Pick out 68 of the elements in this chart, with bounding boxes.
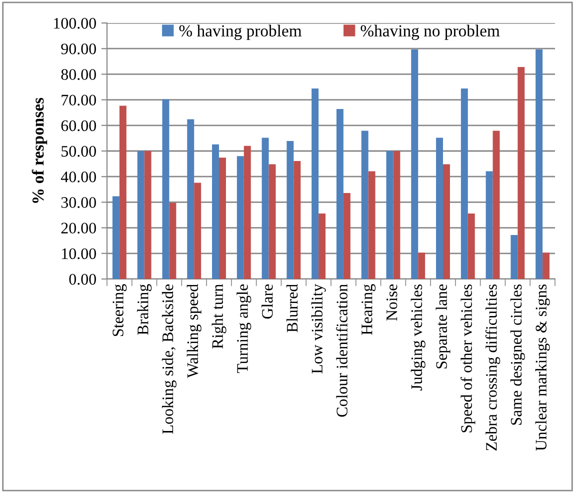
y-tick-label: 30.00: [61, 197, 96, 208]
legend-label: % having problem: [179, 24, 302, 40]
bar: [492, 130, 500, 279]
bar: [144, 151, 152, 279]
bar: [194, 182, 202, 279]
bar: [212, 144, 219, 279]
bar: [436, 138, 443, 279]
bar: [542, 252, 550, 279]
bar: [219, 158, 226, 279]
y-tick-label: 0.00: [69, 274, 96, 285]
bar: [286, 141, 294, 279]
bar: [443, 164, 450, 279]
bar: [411, 49, 418, 279]
bar: [262, 138, 269, 279]
x-tick-label: Noise: [386, 284, 398, 321]
x-tick-label: Looking side, Backside: [162, 284, 176, 434]
bar: [119, 106, 126, 279]
x-tick-label: Blurred: [286, 284, 298, 332]
bar: [468, 213, 475, 279]
x-tick-label: Speed of other vehicles: [460, 284, 476, 432]
bar: [312, 88, 319, 279]
x-tick-label: Glare: [262, 284, 273, 319]
bar: [162, 99, 170, 279]
x-tick-label: Separate lane: [436, 284, 450, 368]
bar: [518, 67, 525, 279]
x-tick-label: Same designed circles: [510, 284, 525, 425]
bar: [294, 160, 301, 279]
bar: [510, 234, 518, 279]
y-tick-label: 40.00: [60, 172, 96, 182]
bar: [486, 171, 493, 279]
bar: [361, 130, 368, 279]
x-tick-label: Right turn: [212, 284, 226, 349]
bar: [536, 49, 543, 279]
bar: [169, 202, 176, 279]
legend-label: %having no problem: [360, 24, 500, 40]
y-tick-label: 100.00: [54, 18, 96, 29]
bar: [236, 156, 244, 279]
y-tick-label: 70.00: [62, 94, 96, 106]
bar: [343, 192, 350, 279]
y-tick-label: 10.00: [62, 248, 96, 260]
y-tick-label: 90.00: [61, 44, 96, 54]
x-tick-label: Turning angle: [236, 284, 252, 374]
x-tick-label: Zebra crossing difficulties: [485, 284, 500, 450]
bar: [368, 171, 376, 279]
bar: [112, 196, 120, 279]
y-tick-label: 20.00: [61, 222, 96, 234]
bar: [268, 164, 276, 279]
x-tick-label: Judging vehicles: [410, 284, 426, 390]
x-tick-label: Steering: [112, 284, 127, 336]
x-tick-label: Unclear markings & signs: [535, 284, 550, 451]
y-tick-label: 60.00: [61, 120, 96, 132]
x-tick-label: Walking speed: [186, 284, 202, 378]
x-tick-label: Braking: [137, 284, 152, 335]
bar: [393, 151, 400, 279]
bar: [137, 151, 144, 279]
bar: [318, 213, 326, 279]
bar: [418, 252, 426, 279]
y-tick-label: 80.00: [61, 69, 96, 80]
x-tick-label: Low visibility: [311, 284, 326, 374]
bar: [386, 151, 394, 279]
bar: [460, 88, 468, 279]
x-tick-label: Colour identification: [336, 284, 348, 417]
bar: [336, 109, 344, 279]
bar: [244, 146, 251, 279]
x-tick-label: Hearing: [362, 284, 376, 335]
y-axis-title: % of responses: [32, 98, 48, 203]
y-tick-label: 50.00: [62, 146, 96, 157]
bar: [187, 119, 194, 279]
